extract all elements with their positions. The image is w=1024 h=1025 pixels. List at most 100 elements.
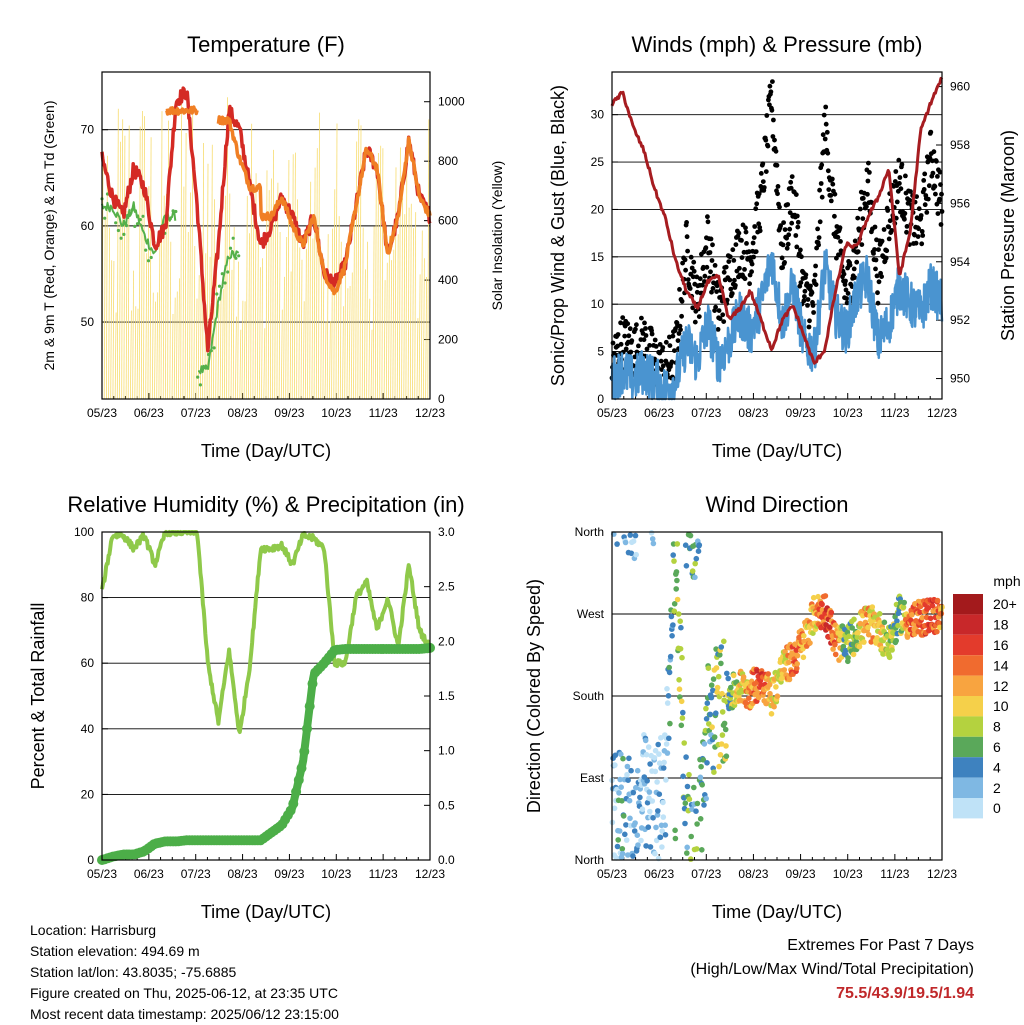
winds-gust-point <box>670 333 676 339</box>
legend-swatch <box>953 655 983 676</box>
direction-point <box>691 784 697 791</box>
winds-frame <box>611 71 943 400</box>
temperature-insolation-line <box>136 308 139 400</box>
winds-gust-point <box>837 225 843 231</box>
winds-gust-point <box>769 107 775 113</box>
winds-gust-point <box>639 315 644 321</box>
winds-gust-point <box>935 174 940 179</box>
temperature-y-tick-label: 60 <box>81 219 95 233</box>
direction-legend: mph 20+ 18 16 14 12 10 8 6 4 2 0 <box>953 573 1021 819</box>
winds-y2-tick-label: 950 <box>950 372 970 386</box>
temperature-insolation-line <box>320 271 323 400</box>
temperature-dewpoint-point <box>127 213 131 218</box>
temperature-insolation-line <box>143 116 145 400</box>
direction-point <box>619 798 625 804</box>
winds-x-tick-label: 08/23 <box>738 406 768 420</box>
winds-gust-point <box>610 340 616 346</box>
direction-point <box>719 709 726 715</box>
direction-point <box>917 609 923 616</box>
temperature-x-tick-label: 06/23 <box>134 406 164 420</box>
winds-gust-point <box>798 247 803 253</box>
winds-gust-point <box>913 240 919 246</box>
direction-point <box>614 541 620 547</box>
winds-gust-point <box>713 304 718 310</box>
temperature-dewpoint-point <box>103 216 107 220</box>
temperature-dewpoint-point <box>125 224 129 228</box>
winds-gust-point <box>902 211 908 216</box>
humidity-x-tick-label: 12/23 <box>415 867 445 881</box>
winds-gust-point <box>663 339 669 345</box>
direction-point <box>612 752 619 759</box>
temperature-insolation-line <box>313 167 316 400</box>
temperature-panel: Temperature (F) Time (Day/UTC) 05/23 06/23 0… <box>41 32 505 461</box>
winds-gust-point <box>703 245 709 251</box>
winds-gust-point <box>873 257 879 263</box>
winds-gust-point <box>844 300 850 306</box>
direction-point <box>676 686 683 692</box>
humidity-rh-line <box>100 530 432 734</box>
direction-point <box>632 820 638 826</box>
direction-point <box>679 715 686 721</box>
temperature-insolation-line <box>178 278 180 400</box>
winds-gust-point <box>916 226 921 232</box>
temperature-insolation-line <box>342 306 344 400</box>
temperature-insolation-line <box>307 227 309 400</box>
winds-gust-point <box>934 158 939 164</box>
direction-point <box>683 754 689 760</box>
winds-gust-point <box>884 248 890 254</box>
winds-gust-point <box>935 211 941 217</box>
winds-gust-point <box>894 199 900 205</box>
temperature-insolation-line <box>151 292 154 400</box>
winds-gust-point <box>676 331 682 336</box>
direction-point <box>845 655 851 661</box>
humidity-y-tick-label: 0 <box>87 853 94 867</box>
temperature-insolation-line <box>235 316 237 400</box>
direction-point <box>617 776 623 783</box>
direction-point <box>929 602 936 609</box>
winds-gust-point <box>930 158 935 164</box>
direction-point <box>785 659 792 666</box>
winds-gust-point <box>813 282 819 287</box>
winds-gust-point <box>728 286 734 292</box>
winds-gust-point <box>881 227 887 232</box>
direction-point <box>692 560 698 567</box>
direction-point <box>865 624 871 631</box>
winds-gust-point <box>822 136 828 142</box>
winds-gust-point <box>794 213 800 219</box>
direction-point <box>695 548 702 554</box>
winds-gust-point <box>709 258 715 263</box>
temperature-insolation-line <box>169 241 172 400</box>
humidity-rainfall-point <box>291 786 302 797</box>
direction-point <box>904 634 911 640</box>
direction-point <box>611 805 618 812</box>
direction-point <box>703 716 710 722</box>
direction-panel: Wind Direction Time (Day/UTC) 05/23 06/23 07… <box>524 492 957 922</box>
temperature-dewpoint-point <box>135 222 140 226</box>
direction-point <box>647 761 653 767</box>
direction-point <box>671 601 678 607</box>
temperature-insolation-line <box>175 291 178 400</box>
humidity-y-tick-label: 40 <box>81 722 95 736</box>
direction-point <box>800 654 807 661</box>
temperature-y-tick-label: 50 <box>81 315 95 329</box>
temperature-insolation-line <box>158 235 161 400</box>
direction-point <box>630 853 636 859</box>
direction-point <box>660 765 667 771</box>
temperature-insolation-line <box>189 192 191 400</box>
direction-point <box>700 757 707 763</box>
direction-point <box>626 755 632 762</box>
winds-gust-point <box>802 288 808 294</box>
temperature-insolation-line <box>412 228 414 400</box>
temperature-dewpoint-point <box>237 254 241 258</box>
direction-y-tick-label: East <box>580 771 605 785</box>
winds-gust-point <box>628 349 634 355</box>
winds-gust-point <box>708 269 713 275</box>
winds-gust-point <box>886 224 892 230</box>
temperature-frame <box>101 71 431 400</box>
temperature-insolation-line <box>372 226 375 400</box>
temperature-insolation-line <box>217 304 220 400</box>
direction-point <box>625 777 631 783</box>
temperature-insolation-line <box>138 126 141 400</box>
temperature-dewpoint-point <box>133 224 137 228</box>
humidity-rainfall-point <box>307 678 318 689</box>
